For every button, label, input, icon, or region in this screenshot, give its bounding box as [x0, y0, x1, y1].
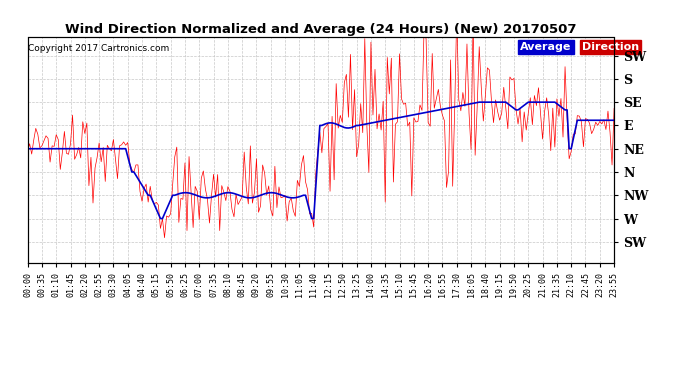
Text: Copyright 2017 Cartronics.com: Copyright 2017 Cartronics.com	[28, 44, 170, 53]
Title: Wind Direction Normalized and Average (24 Hours) (New) 20170507: Wind Direction Normalized and Average (2…	[65, 23, 577, 36]
Text: Direction: Direction	[582, 42, 639, 52]
Text: Average: Average	[520, 42, 571, 52]
